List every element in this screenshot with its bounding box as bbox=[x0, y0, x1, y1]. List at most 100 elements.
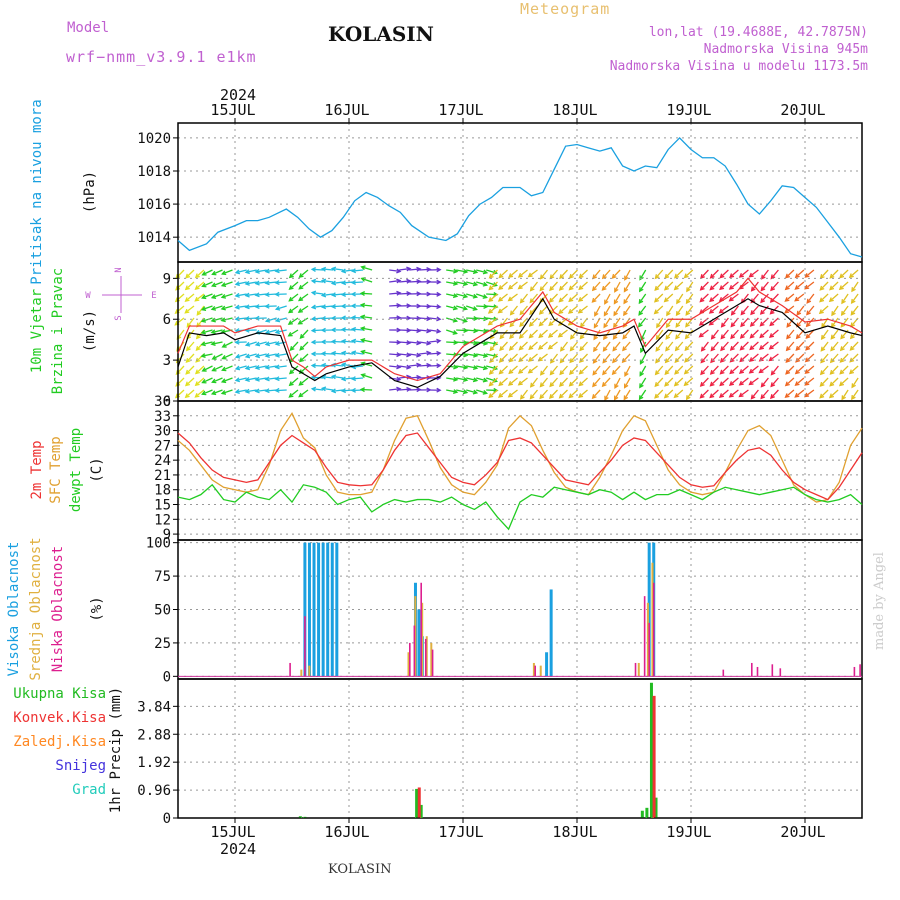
wind-arrow bbox=[265, 353, 277, 357]
wind-arrow bbox=[212, 353, 223, 360]
wind-arrow bbox=[489, 365, 498, 375]
wind-arrowhead bbox=[220, 390, 227, 395]
wind-arrow bbox=[509, 341, 518, 351]
wind-arrow bbox=[498, 269, 508, 278]
wind-arrow bbox=[770, 269, 779, 279]
cloud-bar bbox=[335, 542, 339, 677]
wind-arrow bbox=[684, 353, 694, 363]
wind-arrowhead bbox=[244, 280, 250, 286]
wind-arrow bbox=[549, 377, 558, 387]
wind-arrowhead bbox=[221, 354, 227, 360]
wind-arrowhead bbox=[593, 346, 598, 353]
wind-arrow bbox=[202, 365, 213, 372]
wind-arrow bbox=[332, 352, 344, 355]
wind-arrow bbox=[749, 377, 759, 386]
wind-arrow bbox=[289, 389, 299, 398]
wind-arrow bbox=[409, 376, 421, 379]
wind-arrowhead bbox=[569, 334, 575, 340]
wind-arrow bbox=[265, 377, 277, 381]
wind-arrow bbox=[612, 341, 621, 351]
wind-arrow bbox=[211, 389, 223, 395]
wind-arrowhead bbox=[638, 395, 644, 401]
wind-arrow bbox=[760, 281, 769, 291]
wind-arrow bbox=[579, 353, 588, 363]
wind-arrowhead bbox=[806, 310, 811, 316]
wind-arrowhead bbox=[406, 340, 412, 346]
wind-arrow bbox=[739, 389, 749, 398]
wind-arrowhead bbox=[665, 323, 671, 329]
wind-arrowhead bbox=[274, 280, 280, 286]
wind-arrow bbox=[729, 377, 739, 386]
wind-arrow bbox=[498, 281, 508, 290]
wind-arrow bbox=[686, 293, 694, 304]
wind-arrow bbox=[569, 269, 578, 279]
wind-arrow bbox=[839, 281, 849, 290]
y-tick-label: 1.92 bbox=[137, 755, 171, 771]
wind-arrowhead bbox=[638, 310, 644, 316]
wind-arrowhead bbox=[210, 305, 217, 311]
wind-arrow bbox=[518, 377, 528, 386]
wind-arrowhead bbox=[288, 381, 294, 387]
wind-arrow bbox=[298, 281, 309, 290]
wind-arrowhead bbox=[406, 291, 412, 296]
wind-arrowhead bbox=[748, 357, 755, 362]
wind-arrow bbox=[840, 353, 849, 363]
wind-arrowhead bbox=[537, 356, 543, 362]
wind-arrow bbox=[839, 365, 849, 375]
wind-arrow bbox=[639, 353, 647, 365]
wind-arrow bbox=[352, 377, 364, 380]
wind-arrowhead bbox=[784, 285, 790, 291]
wind-arrowhead bbox=[350, 315, 356, 321]
wind-arrow bbox=[665, 329, 674, 340]
panel-precipitation bbox=[173, 678, 863, 819]
wind-arrowhead bbox=[785, 369, 791, 375]
wind-arrowhead bbox=[613, 311, 618, 317]
wind-arrow bbox=[298, 389, 309, 398]
wind-arrow bbox=[701, 341, 709, 352]
wind-arrowhead bbox=[577, 297, 584, 302]
wind-arrowhead bbox=[739, 333, 745, 339]
wind-arrowhead bbox=[195, 334, 201, 340]
wind-arrow bbox=[540, 269, 549, 280]
wind-arrowhead bbox=[850, 310, 856, 316]
cloud-bar bbox=[539, 665, 542, 677]
wind-arrow bbox=[235, 377, 247, 382]
wind-arrow bbox=[255, 365, 267, 369]
wind-arrowhead bbox=[340, 291, 346, 297]
wind-arrowhead bbox=[320, 327, 326, 333]
y-tick-label: 1014 bbox=[137, 230, 171, 246]
wind-arrowhead bbox=[200, 353, 206, 358]
wind-arrow bbox=[186, 353, 195, 363]
wind-arrowhead bbox=[527, 368, 533, 374]
wind-arrow bbox=[499, 329, 508, 339]
wind-arrow bbox=[235, 293, 247, 297]
wind-arrow bbox=[623, 281, 631, 292]
wind-arrowhead bbox=[578, 285, 584, 291]
wind-arrowhead bbox=[656, 323, 661, 329]
wind-arrow bbox=[578, 377, 588, 386]
wind-arrow bbox=[409, 353, 421, 357]
wind-arrow bbox=[222, 269, 233, 275]
wind-arrowhead bbox=[794, 392, 800, 398]
wind-arrow bbox=[399, 388, 411, 391]
wind-arrowhead bbox=[436, 338, 442, 344]
wind-arrowhead bbox=[210, 390, 217, 396]
wind-arrowhead bbox=[519, 298, 525, 304]
wind-arrow bbox=[614, 281, 621, 292]
wind-arrowhead bbox=[848, 273, 854, 279]
wind-arrowhead bbox=[805, 345, 811, 351]
wind-arrowhead bbox=[221, 366, 227, 372]
cloud-bar bbox=[549, 589, 553, 677]
wind-arrow bbox=[785, 389, 795, 398]
wind-arrowhead bbox=[350, 291, 356, 297]
wind-arrowhead bbox=[274, 291, 280, 297]
wind-arrowhead bbox=[507, 296, 513, 302]
wind-arrow bbox=[465, 305, 477, 311]
wind-arrow bbox=[476, 365, 488, 370]
wind-arrowhead bbox=[396, 303, 402, 308]
wind-arrow bbox=[361, 388, 373, 391]
wind-arrowhead bbox=[426, 340, 432, 346]
wind-arrow bbox=[185, 365, 195, 375]
wind-arrowhead bbox=[738, 392, 744, 398]
wind-arrow bbox=[486, 329, 498, 333]
